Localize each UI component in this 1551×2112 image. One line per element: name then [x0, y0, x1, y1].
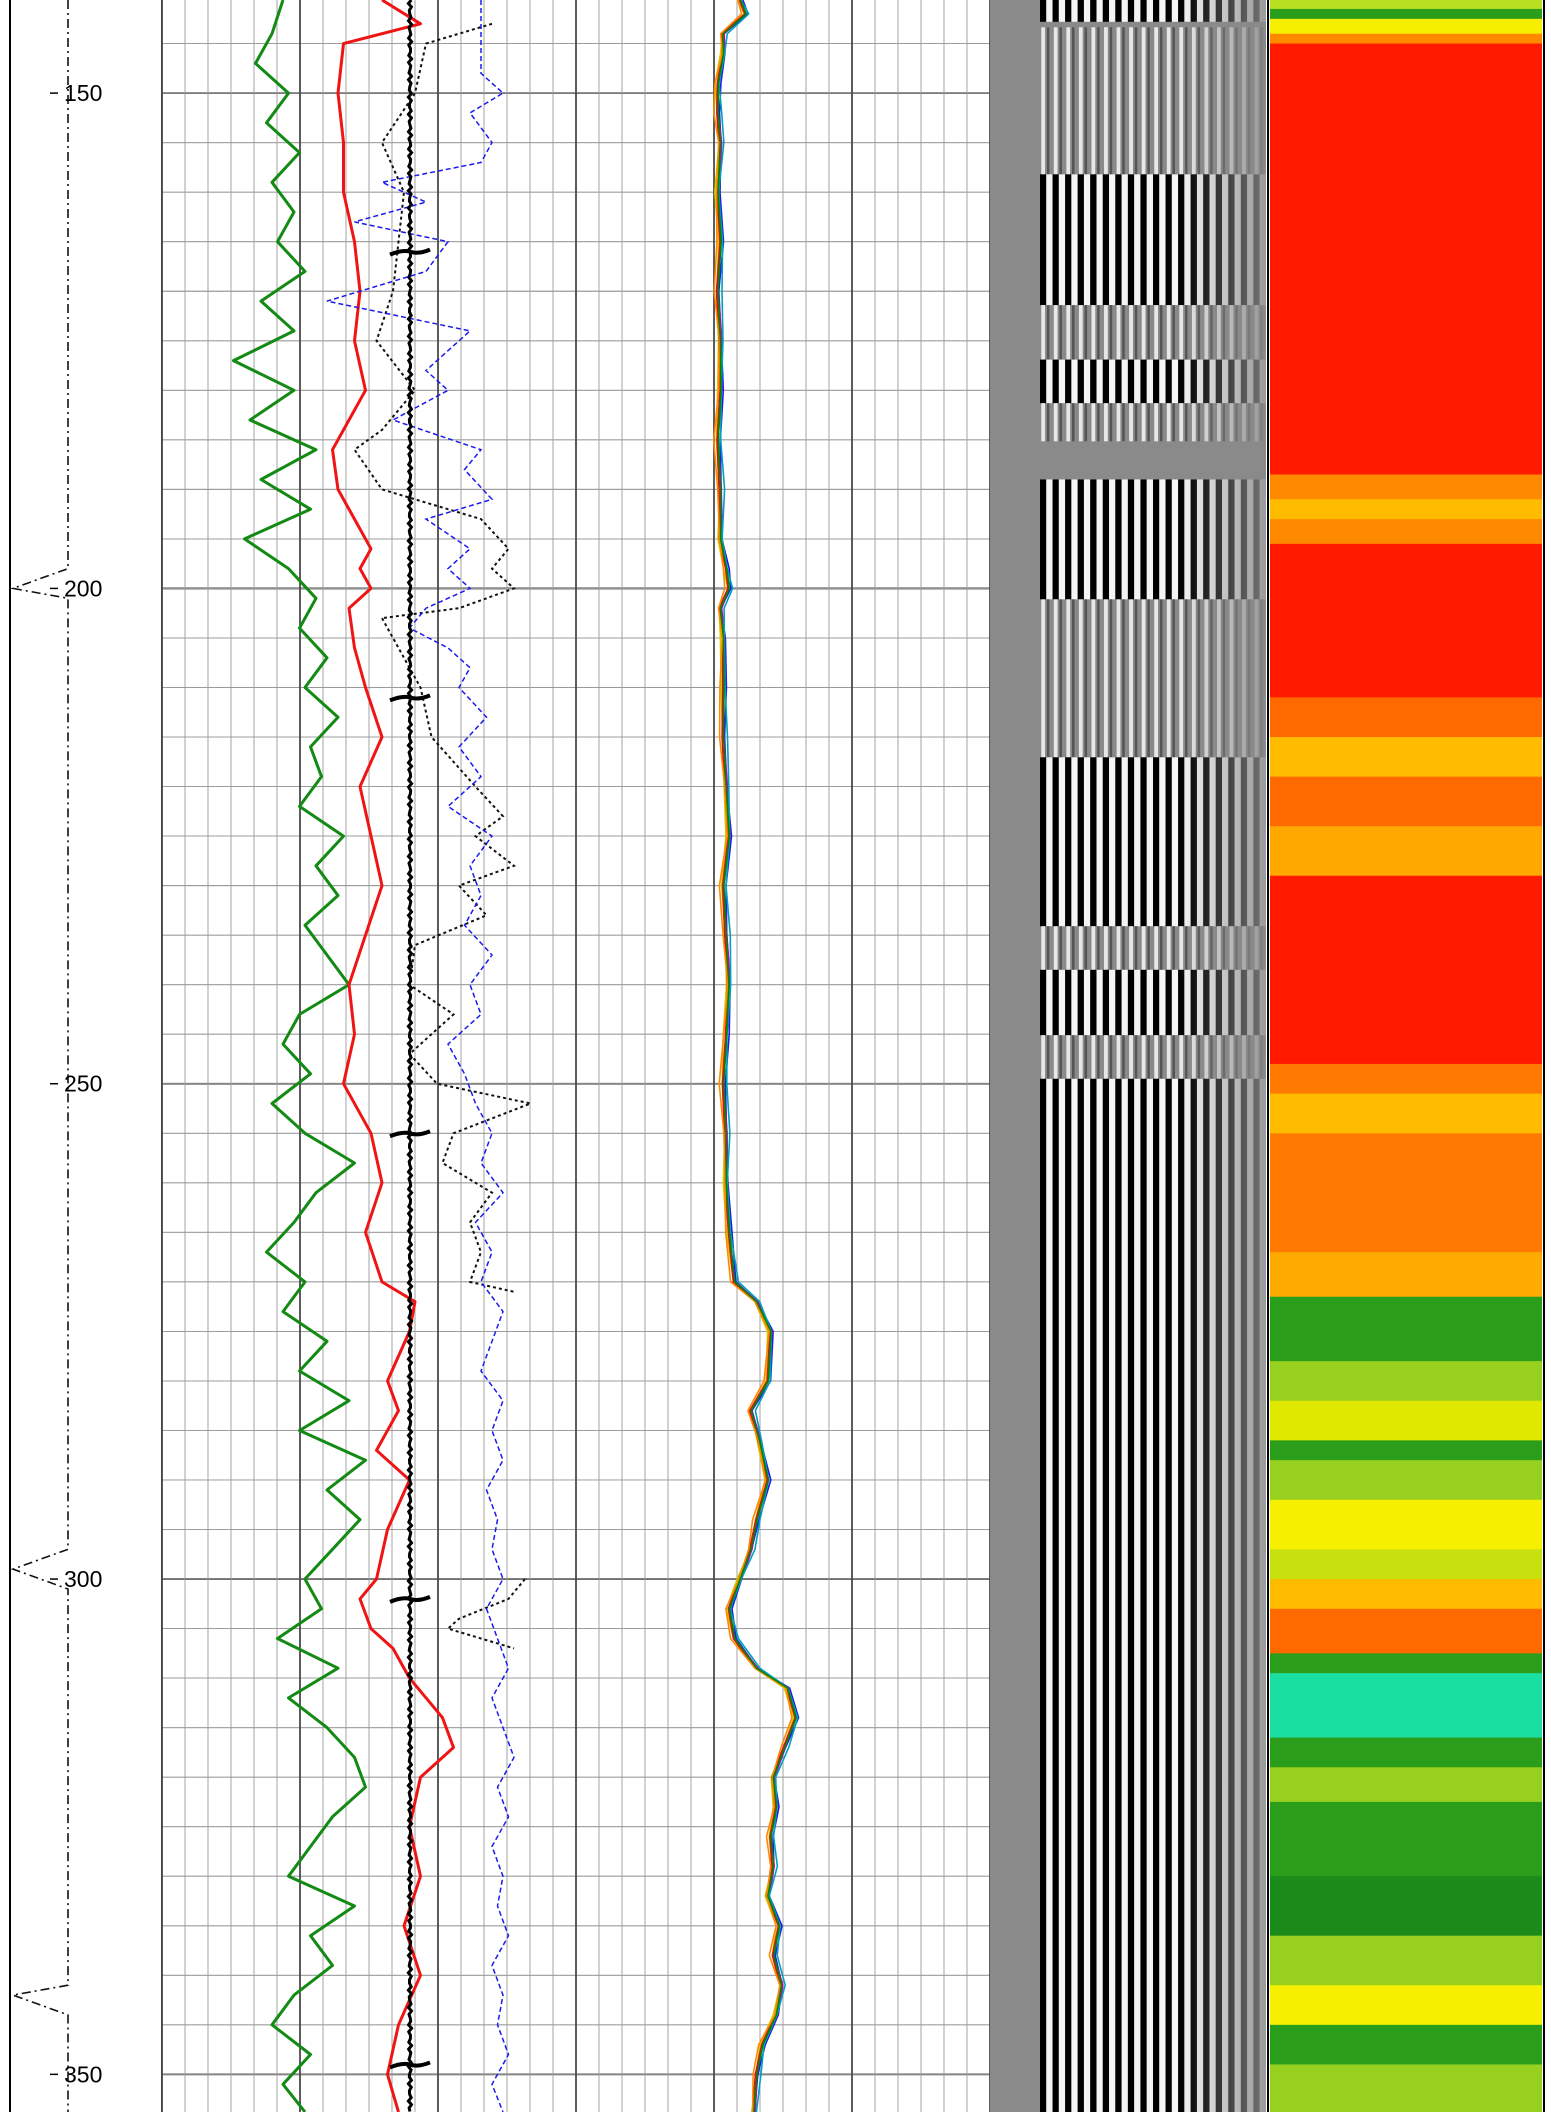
heatmap-band	[1270, 1093, 1542, 1134]
gray-panel	[990, 0, 1040, 2112]
heatmap-band	[1270, 1935, 1542, 1986]
grid	[161, 0, 991, 2112]
heatmap-band	[1270, 875, 1542, 1065]
curve-black-dotted	[446, 1578, 526, 1650]
heatmap-band	[1270, 33, 1542, 45]
wiggle-tick	[389, 247, 431, 257]
heatmap-band	[1270, 43, 1542, 476]
curve-green	[232, 0, 367, 2112]
heatmap-band	[1270, 1296, 1542, 1362]
depth-dashed-curve	[9, 0, 69, 2112]
heatmap-band	[1270, 2064, 1542, 2112]
heatmap-track	[1266, 0, 1546, 2112]
heatmap-band	[1270, 1985, 1542, 2026]
curve-red	[331, 0, 455, 2112]
heatmap-band	[1270, 1876, 1542, 1937]
heatmap-band	[1270, 776, 1542, 827]
variable-density-panel	[990, 0, 1266, 2112]
depth-tick-label: 150	[64, 80, 102, 106]
heatmap-band	[1270, 499, 1542, 520]
heatmap-band	[1270, 1440, 1542, 1461]
depth-track-background	[0, 0, 162, 2112]
variable-density-fade	[1040, 0, 1266, 2112]
depth-tick-label: 300	[64, 1566, 102, 1592]
heatmap-band	[1270, 519, 1542, 545]
heatmap-band	[1270, 1653, 1542, 1674]
depth-tick-label: 350	[64, 2061, 102, 2087]
heatmap-band	[1270, 737, 1542, 778]
heatmap-band	[1270, 1549, 1542, 1580]
bundle-curve	[712, 0, 793, 2112]
heatmap-band	[1270, 1361, 1542, 1402]
heatmap-band	[1270, 1673, 1542, 1739]
heatmap-band	[1270, 1801, 1542, 1877]
heatmap-band	[1270, 2024, 1542, 2066]
log-curves	[232, 0, 534, 2112]
depth-track: 150 200 250 300 350	[0, 0, 163, 2112]
heatmap-band	[1270, 1767, 1542, 1803]
wiggle-tick	[389, 2060, 431, 2070]
heatmap-band	[1270, 1499, 1542, 1550]
heatmap-band	[1270, 18, 1542, 35]
heatmap-band	[1270, 474, 1542, 500]
heatmap-band	[1270, 1579, 1542, 1610]
heatmap-band	[1270, 1063, 1542, 1095]
heatmap-band	[1270, 1400, 1542, 1441]
heatmap-band	[1270, 8, 1542, 20]
wiggle-tick	[389, 1595, 431, 1604]
heatmap-band	[1270, 1133, 1542, 1253]
heatmap-band	[1270, 697, 1542, 738]
bundle-curve	[717, 0, 798, 2112]
heatmap-band	[1270, 1737, 1542, 1768]
curve-black-wiggle	[406, 0, 414, 2112]
heatmap-band	[1270, 543, 1542, 698]
heatmap-band	[1270, 826, 1542, 877]
curve-bundle	[712, 0, 800, 2112]
heatmap-band	[1270, 1460, 1542, 1501]
curve-blue-dashed	[326, 0, 515, 2112]
wiggle-tick	[389, 1129, 431, 1139]
depth-tick-label: 200	[64, 575, 102, 601]
wiggle-tick	[389, 693, 431, 703]
depth-tick-label: 250	[64, 1071, 102, 1097]
curve-black-dotted	[353, 22, 516, 620]
heatmap-band	[1270, 0, 1542, 10]
heatmap-band	[1270, 1252, 1542, 1298]
bundle-curve	[717, 0, 799, 2112]
heatmap-band	[1270, 1608, 1542, 1654]
